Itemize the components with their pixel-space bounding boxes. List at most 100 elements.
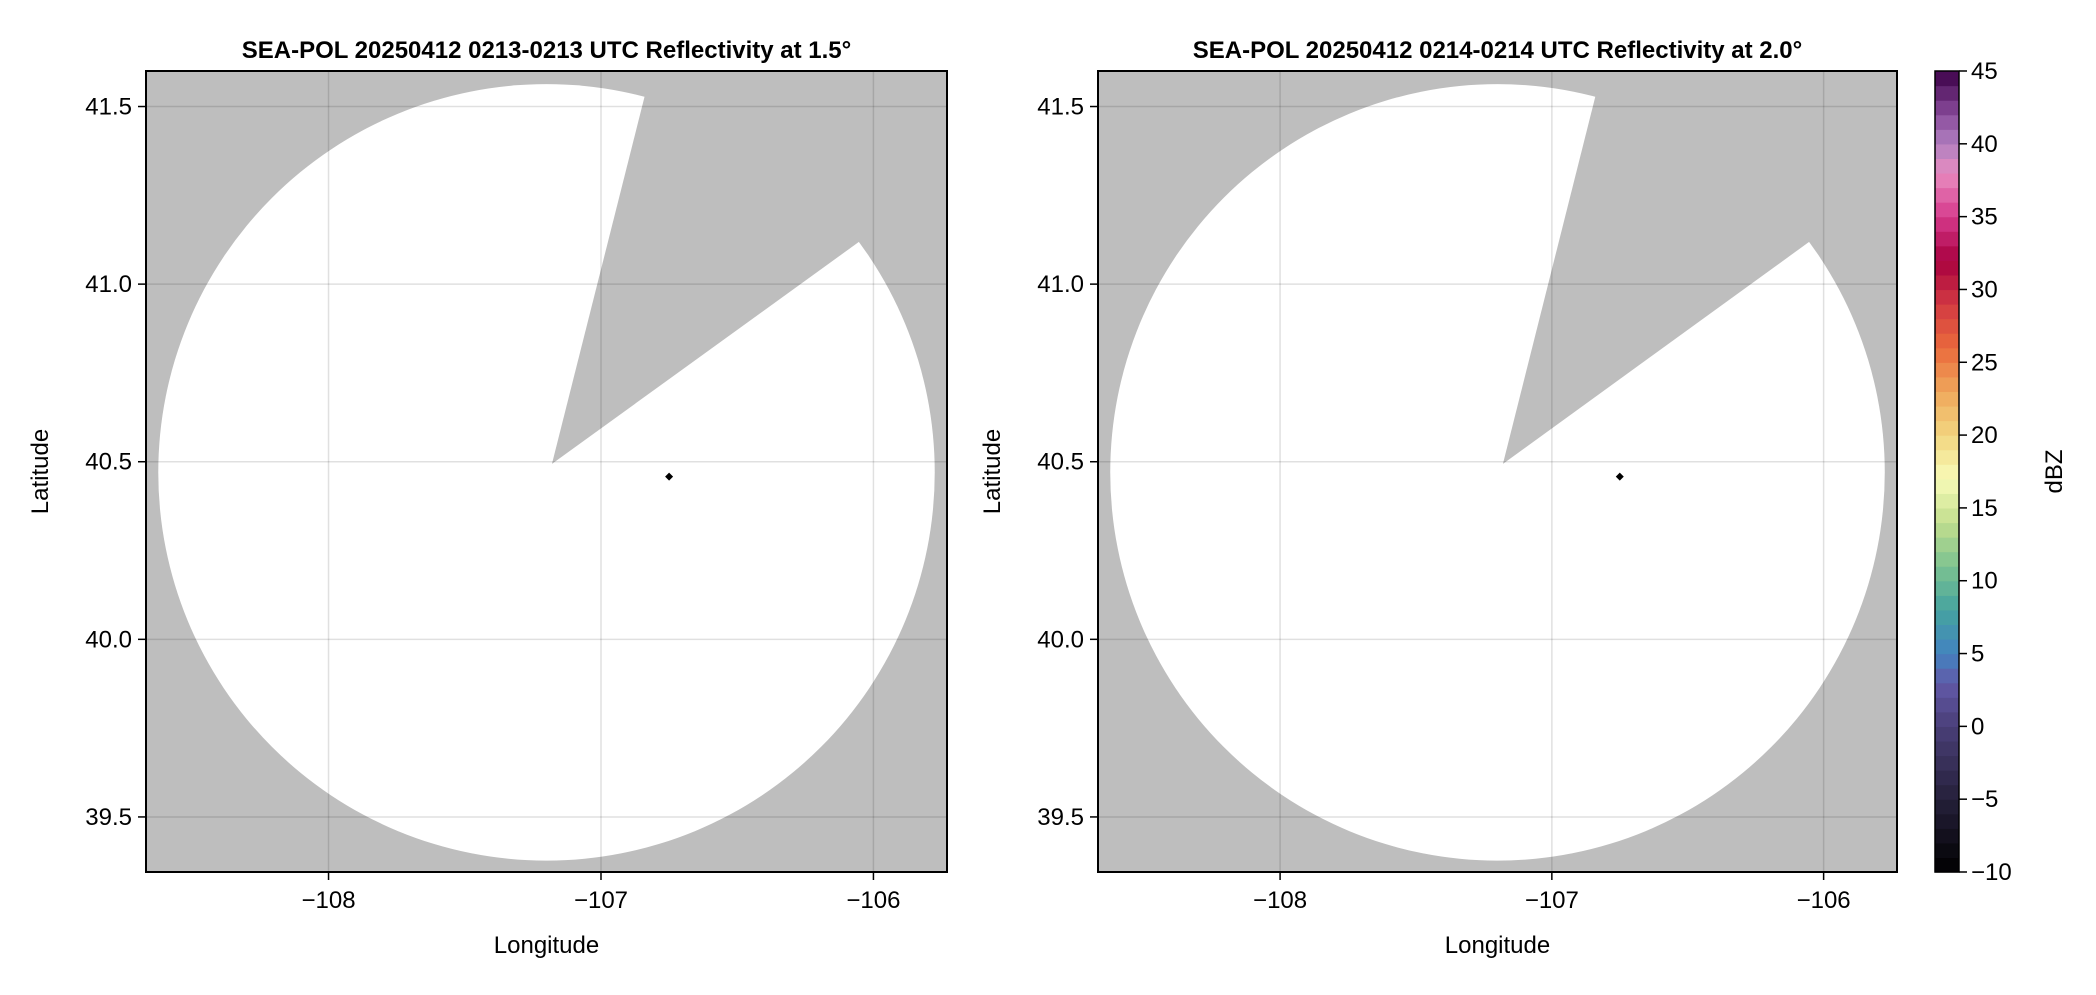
colorbar-bin <box>1935 537 1959 553</box>
colorbar-bin <box>1935 391 1959 407</box>
colorbar-bin <box>1935 711 1959 727</box>
colorbar-bin <box>1935 347 1959 363</box>
chart-title: SEA-POL 20250412 0213-0213 UTC Reflectiv… <box>242 37 851 64</box>
x-tick-label: −108 <box>1253 887 1307 914</box>
y-tick-label: 41.5 <box>85 94 132 121</box>
colorbar-bin <box>1935 551 1959 567</box>
colorbar-bin <box>1935 740 1959 757</box>
colorbar-tick-label: −10 <box>1971 859 2012 886</box>
colorbar-bin <box>1935 333 1959 349</box>
y-tick-label: 40.5 <box>85 449 132 476</box>
colorbar-bin <box>1935 784 1959 800</box>
colorbar-bin <box>1935 114 1959 130</box>
colorbar-tick-label: 0 <box>1971 713 1984 740</box>
colorbar-bin <box>1935 85 1959 101</box>
colorbar-bin <box>1935 507 1959 524</box>
chart-title: SEA-POL 20250412 0214-0214 UTC Reflectiv… <box>1193 37 1802 64</box>
colorbar-bin <box>1935 813 1959 829</box>
plot-panel-2: −108 −107 −106 39.5 40.0 40.5 41.0 41.5 SEA-POL … <box>979 37 1898 959</box>
colorbar-bin <box>1935 129 1959 145</box>
y-tick-label: 40.0 <box>1037 626 1084 653</box>
x-tick-label: −106 <box>1797 887 1851 914</box>
colorbar-bin <box>1935 143 1959 159</box>
y-tick-label: 39.5 <box>85 804 132 831</box>
x-tick-label: −106 <box>846 887 900 914</box>
colorbar-bin <box>1935 304 1959 320</box>
colorbar-label: dBZ <box>2041 449 2068 493</box>
blocked-sector <box>1502 71 1897 464</box>
plot-panel-1: −108 −107 −106 39.5 40.0 40.5 41.0 41.5 SEA-POL … <box>27 37 948 959</box>
radar-location-marker <box>1615 472 1624 481</box>
colorbar-tick-label: −5 <box>1971 786 1998 813</box>
colorbar-bin <box>1935 245 1959 261</box>
colorbar: −10 −5 0 5 10 15 20 25 30 35 40 45 dBZ <box>1934 58 2068 886</box>
colorbar-bin <box>1935 100 1959 116</box>
colorbar-bin <box>1935 172 1959 189</box>
colorbar-bin <box>1935 478 1959 494</box>
y-axis-label: Latitude <box>979 429 1006 514</box>
colorbar-bin <box>1935 624 1959 640</box>
plot-area <box>1098 71 1897 872</box>
colorbar-bin <box>1935 770 1959 786</box>
y-tick-label: 40.5 <box>1037 449 1084 476</box>
axes-frame <box>1097 70 1898 873</box>
colorbar-tick-label: 30 <box>1971 276 1998 303</box>
x-tick-label: −108 <box>302 887 356 914</box>
colorbar-bin <box>1935 187 1959 203</box>
colorbar-tick-label: 35 <box>1971 204 1998 231</box>
colorbar-bin <box>1935 595 1959 611</box>
colorbar-tick-label: 40 <box>1971 131 1998 158</box>
y-tick-label: 39.5 <box>1037 804 1084 831</box>
y-tick-label: 41.0 <box>85 271 132 298</box>
colorbar-tick-label: 5 <box>1971 641 1984 668</box>
colorbar-bin <box>1935 231 1959 247</box>
colorbar-bin <box>1935 202 1959 218</box>
colorbar-bin <box>1935 405 1959 422</box>
colorbar-tick-label: 25 <box>1971 349 1998 376</box>
colorbar-bin <box>1935 682 1959 698</box>
colorbar-bin <box>1935 726 1959 742</box>
colorbar-bin <box>1935 260 1959 276</box>
colorbar-bin <box>1935 71 1959 87</box>
colorbar-bin <box>1935 216 1959 232</box>
colorbar-bin <box>1935 158 1959 174</box>
colorbar-bin <box>1935 697 1959 713</box>
colorbar-bin <box>1935 376 1959 392</box>
colorbar-tick-label: 20 <box>1971 422 1998 449</box>
y-axis-label: Latitude <box>27 429 54 514</box>
colorbar-bin <box>1935 435 1959 451</box>
axes-frame <box>145 70 948 873</box>
y-tick-label: 41.5 <box>1037 94 1084 121</box>
colorbar-bin <box>1935 638 1959 655</box>
colorbar-bin <box>1935 828 1959 844</box>
colorbar-bin <box>1935 362 1959 378</box>
colorbar-bin <box>1935 522 1959 538</box>
y-tick-label: 41.0 <box>1037 271 1084 298</box>
colorbar-tick-label: 15 <box>1971 495 1998 522</box>
colorbar-bin <box>1935 449 1959 465</box>
colorbar-bin <box>1935 755 1959 771</box>
radar-location-marker <box>665 472 674 481</box>
colorbar-bin <box>1935 653 1959 669</box>
colorbar-bin <box>1935 668 1959 684</box>
colorbar-frame <box>1934 70 1960 873</box>
colorbar-tick-label: 10 <box>1971 568 1998 595</box>
colorbar-bin <box>1935 580 1959 596</box>
colorbar-bin <box>1935 318 1959 334</box>
colorbar-bin <box>1935 799 1959 815</box>
colorbar-bin <box>1935 857 1959 873</box>
colorbar-bin <box>1935 420 1959 436</box>
colorbar-bin <box>1935 609 1959 626</box>
x-tick-label: −107 <box>574 887 628 914</box>
x-axis-label: Longitude <box>1445 932 1550 959</box>
colorbar-bin <box>1935 464 1959 480</box>
colorbar-bin <box>1935 493 1959 509</box>
x-tick-label: −107 <box>1525 887 1579 914</box>
blocked-sector <box>551 71 947 464</box>
colorbar-bin <box>1935 289 1959 305</box>
plot-area <box>146 71 947 872</box>
colorbar-bin <box>1935 566 1959 582</box>
colorbar-tick-label: 45 <box>1971 58 1998 85</box>
y-tick-label: 40.0 <box>85 626 132 653</box>
